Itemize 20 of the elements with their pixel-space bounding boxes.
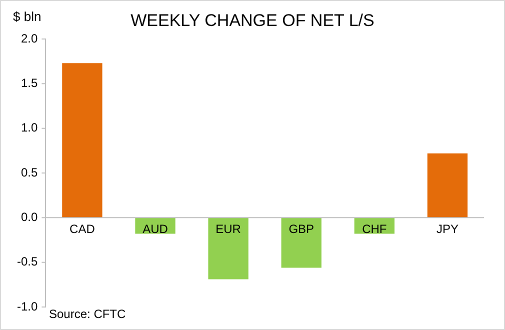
x-tick-label: EUR (216, 222, 242, 236)
x-tick-label: CHF (362, 222, 387, 236)
bar (427, 153, 468, 218)
y-axis-title: $ bln (13, 9, 42, 24)
annotation: Source: CFTC (49, 307, 126, 321)
bar (62, 63, 102, 218)
bar (208, 218, 248, 280)
y-tick-label: 0.5 (20, 165, 38, 180)
y-tick-label: 0.0 (20, 210, 38, 224)
y-tick-label: -1.0 (16, 299, 38, 314)
x-tick-label: GBP (288, 222, 314, 236)
x-tick-label: CAD (70, 222, 96, 236)
x-tick-label: JPY (436, 222, 458, 236)
chart-title: WEEKLY CHANGE OF NET L/S (130, 11, 374, 30)
x-tick-label: AUD (142, 222, 168, 236)
y-tick-label: 2.0 (20, 31, 38, 46)
y-tick-label: -0.5 (16, 254, 38, 269)
y-tick-label: 1.0 (20, 120, 38, 135)
bar (281, 218, 322, 268)
y-tick-label: 1.5 (20, 76, 38, 90)
